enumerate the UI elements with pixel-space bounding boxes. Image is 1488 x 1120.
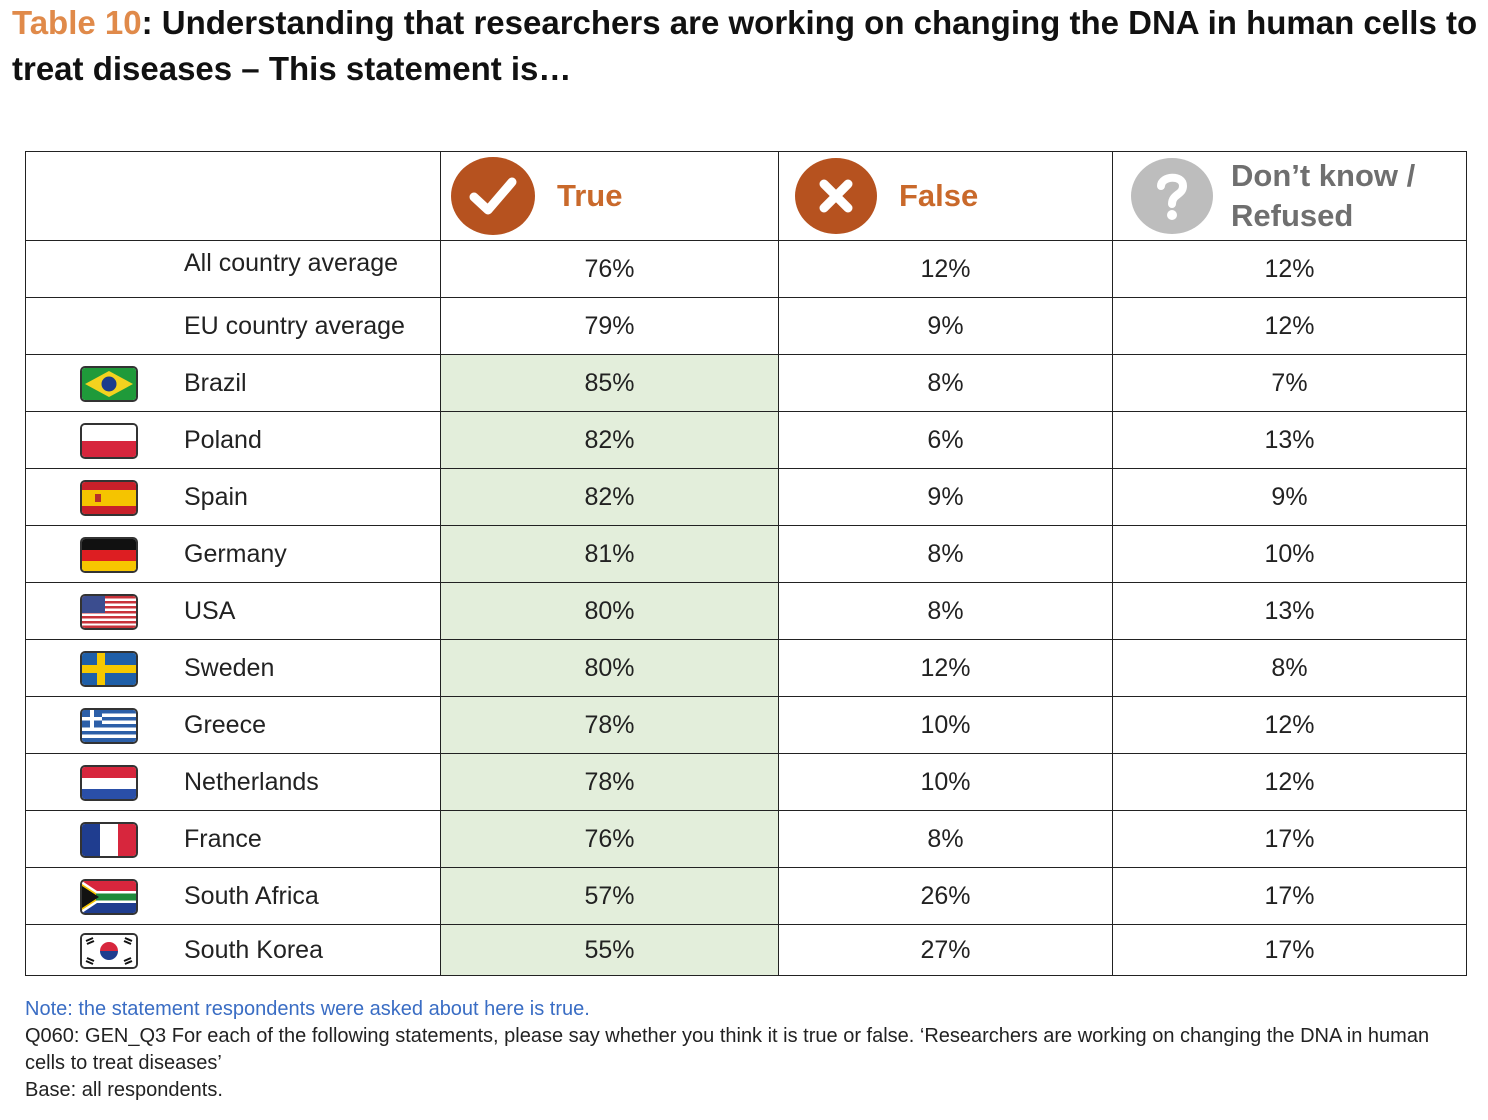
false-value: 26% (778, 867, 1113, 925)
note-text: Note: the statement respondents were ask… (25, 998, 590, 1020)
table-row-netherlands: Netherlands 78% 10% 12% (25, 753, 1467, 811)
false-value: 8% (778, 582, 1113, 640)
dont-know-value: 17% (1112, 810, 1467, 868)
false-value: 6% (778, 411, 1113, 469)
table-row-poland: Poland 82% 6% 13% (25, 411, 1467, 469)
true-value: 79% (440, 297, 779, 355)
greece-flag-icon (80, 708, 138, 744)
usa-flag-icon (80, 594, 138, 630)
true-value: 78% (440, 753, 779, 811)
france-flag-icon (80, 822, 138, 858)
false-value: 8% (778, 354, 1113, 412)
sweden-flag-icon (80, 651, 138, 687)
false-value: 8% (778, 810, 1113, 868)
dont-know-value: 12% (1112, 753, 1467, 811)
header-false: False (778, 151, 1113, 241)
false-value: 27% (778, 924, 1113, 976)
false-value: 12% (778, 240, 1113, 298)
true-value: 78% (440, 696, 779, 754)
row-label: Sweden (184, 653, 275, 682)
true-value: 85% (440, 354, 779, 412)
brazil-flag-icon (80, 366, 138, 402)
results-table: True False Don’t know / Refused All coun… (25, 151, 1467, 976)
dont-know-value: 8% (1112, 639, 1467, 697)
true-value: 57% (440, 867, 779, 925)
true-value: 76% (440, 240, 779, 298)
table-row-france: France 76% 8% 17% (25, 810, 1467, 868)
row-label: EU country average (184, 311, 405, 340)
page-title: Table 10: Understanding that researchers… (12, 0, 1482, 92)
question-icon (1131, 158, 1213, 234)
germany-flag-icon (80, 537, 138, 573)
true-value: 82% (440, 411, 779, 469)
header-dont-know-label: Don’t know / Refused (1231, 158, 1416, 233)
row-label: Brazil (184, 368, 247, 397)
table-row-brazil: Brazil 85% 8% 7% (25, 354, 1467, 412)
table-row-eu-country: EU country average 79% 9% 12% (25, 297, 1467, 355)
dont-know-value: 7% (1112, 354, 1467, 412)
dont-know-value: 17% (1112, 924, 1467, 976)
table-number: Table 10 (12, 4, 142, 41)
row-label: Poland (184, 425, 262, 454)
x-icon (795, 158, 877, 234)
dont-know-value: 10% (1112, 525, 1467, 583)
dont-know-value: 12% (1112, 240, 1467, 298)
false-value: 9% (778, 297, 1113, 355)
row-label: All country average (184, 248, 399, 277)
poland-flag-icon (80, 423, 138, 459)
row-label: South Africa (184, 881, 319, 910)
row-label: Greece (184, 710, 266, 739)
table-row-usa: USA 80% 8% 13% (25, 582, 1467, 640)
true-value: 80% (440, 582, 779, 640)
dont-know-value: 13% (1112, 582, 1467, 640)
table-title-text: : Understanding that researchers are wor… (12, 4, 1478, 87)
table-row-germany: Germany 81% 8% 10% (25, 525, 1467, 583)
table-row-south-korea: South Korea 55% 27% 17% (25, 924, 1467, 976)
footnotes: Note: the statement respondents were ask… (25, 996, 1465, 1104)
dont-know-value: 9% (1112, 468, 1467, 526)
true-value: 55% (440, 924, 779, 976)
dont-know-value: 12% (1112, 297, 1467, 355)
false-value: 12% (778, 639, 1113, 697)
netherlands-flag-icon (80, 765, 138, 801)
header-true: True (440, 151, 779, 241)
base-text: Base: all respondents. (25, 1079, 223, 1101)
true-value: 82% (440, 468, 779, 526)
true-value: 81% (440, 525, 779, 583)
row-label: Germany (184, 539, 287, 568)
question-text: Q060: GEN_Q3 For each of the following s… (25, 1025, 1430, 1074)
table-row-greece: Greece 78% 10% 12% (25, 696, 1467, 754)
dont-know-value: 13% (1112, 411, 1467, 469)
dont-know-value: 17% (1112, 867, 1467, 925)
false-value: 8% (778, 525, 1113, 583)
row-label: South Korea (184, 935, 323, 964)
row-label: France (184, 824, 262, 853)
true-value: 76% (440, 810, 779, 868)
table-row-sweden: Sweden 80% 12% 8% (25, 639, 1467, 697)
false-value: 10% (778, 696, 1113, 754)
south-africa-flag-icon (80, 879, 138, 915)
false-value: 10% (778, 753, 1113, 811)
table-row-south-africa: South Africa 57% 26% 17% (25, 867, 1467, 925)
header-false-label: False (899, 178, 979, 213)
spain-flag-icon (80, 480, 138, 516)
checkmark-icon (451, 157, 535, 235)
table-header-row: True False Don’t know / Refused (25, 151, 1467, 241)
dont-know-value: 12% (1112, 696, 1467, 754)
south-korea-flag-icon (80, 933, 138, 969)
table-row-spain: Spain 82% 9% 9% (25, 468, 1467, 526)
row-label: USA (184, 596, 236, 625)
header-dont-know: Don’t know / Refused (1112, 151, 1467, 241)
header-empty-cell (25, 151, 441, 241)
table-row-all-country: All country average 76% 12% 12% (25, 240, 1467, 298)
false-value: 9% (778, 468, 1113, 526)
true-value: 80% (440, 639, 779, 697)
header-true-label: True (557, 178, 623, 213)
row-label: Netherlands (184, 767, 319, 796)
row-label: Spain (184, 482, 248, 511)
